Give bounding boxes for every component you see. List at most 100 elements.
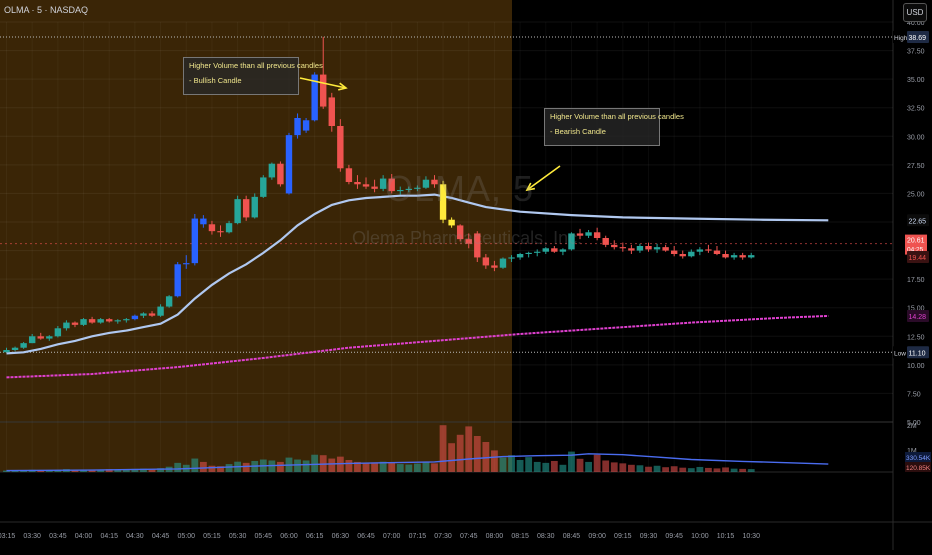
time-tick: 07:00 xyxy=(383,533,401,540)
volume-bar xyxy=(722,467,729,472)
time-tick: 09:30 xyxy=(640,533,658,540)
volume-bar xyxy=(662,467,670,472)
candle-body xyxy=(474,233,481,258)
time-tick: 05:30 xyxy=(229,533,247,540)
candle-body xyxy=(422,179,430,188)
candle-body xyxy=(63,322,70,329)
candle-body xyxy=(80,319,87,325)
candle-body xyxy=(208,224,216,232)
ma-slow-badge-value: 14.28 xyxy=(909,314,927,321)
time-tick: 05:00 xyxy=(177,533,195,540)
price-tick: 30.00 xyxy=(907,134,925,141)
volume-bar xyxy=(242,462,250,472)
candle-body xyxy=(337,126,344,169)
volume-bar xyxy=(396,464,404,472)
time-tick: 06:15 xyxy=(306,533,324,540)
annotation-bearish[interactable]: Higher Volume than all previous candles … xyxy=(544,108,684,146)
candle-body xyxy=(362,184,370,187)
candle-body xyxy=(534,251,541,253)
volume-bar xyxy=(456,434,464,472)
empty-pane xyxy=(0,472,893,522)
candle-body xyxy=(328,97,335,126)
price-tick: 12.50 xyxy=(907,334,925,341)
volume-bar xyxy=(568,451,575,472)
volume-bar xyxy=(37,470,45,472)
annotation-bullish-label: - Bullish Candle xyxy=(189,76,242,85)
ticker-title[interactable]: OLMA · 5 · NASDAQ xyxy=(4,5,89,15)
price-tick: 7.50 xyxy=(907,391,921,398)
candle-body xyxy=(679,254,686,257)
price-tick: 25.00 xyxy=(907,191,925,198)
candle-body xyxy=(11,347,19,350)
volume-bar xyxy=(516,460,524,472)
volume-bar xyxy=(550,460,558,472)
candle-body xyxy=(97,319,104,323)
candle-body xyxy=(705,249,712,251)
candle-body xyxy=(516,254,524,258)
time-tick: 03:30 xyxy=(23,533,41,540)
volume-bar xyxy=(730,468,738,472)
price-tick: 32.50 xyxy=(907,106,925,113)
volume-bar xyxy=(508,455,515,472)
volume-bar xyxy=(148,469,156,472)
slow-moving-average xyxy=(6,314,829,379)
candle-body xyxy=(268,163,276,178)
volume-bar xyxy=(739,468,747,472)
volume-bar xyxy=(636,465,644,472)
volume-bar xyxy=(328,458,336,472)
candle-body xyxy=(748,255,755,258)
volume-bar xyxy=(3,470,10,472)
candle-body xyxy=(277,163,284,185)
candle-body xyxy=(242,199,250,218)
time-tick: 04:30 xyxy=(126,533,144,540)
candle-body xyxy=(645,246,652,250)
candle-body xyxy=(397,190,404,192)
time-tick: 08:30 xyxy=(537,533,555,540)
candle-body xyxy=(148,313,156,316)
price-tick: 27.50 xyxy=(907,163,925,170)
candle-body xyxy=(722,254,729,258)
volume-tick-1m: 1M xyxy=(907,448,917,455)
candle-body xyxy=(371,186,378,189)
volume-bar xyxy=(491,450,498,472)
candle-body xyxy=(251,196,258,218)
volume-bar xyxy=(670,466,678,472)
volume-bar xyxy=(131,468,139,472)
volume-bar xyxy=(217,466,224,472)
candle-body xyxy=(551,248,558,252)
time-tick: 04:00 xyxy=(75,533,93,540)
ma-slow-badge-bg xyxy=(907,309,929,322)
volume-bar xyxy=(114,469,122,472)
candle-body xyxy=(431,179,438,185)
candle-body xyxy=(739,255,746,258)
bearish-arrow xyxy=(526,165,561,191)
candle-body xyxy=(414,187,421,189)
volume-bar xyxy=(80,470,87,472)
volume-bar xyxy=(140,468,147,472)
price-tick: 40.00 xyxy=(907,20,925,27)
volume-bar xyxy=(345,460,353,472)
time-tick: 03:45 xyxy=(49,533,67,540)
volume-bar xyxy=(225,464,233,472)
candle-body xyxy=(499,258,507,268)
volume-bar xyxy=(448,443,456,472)
volume-bar xyxy=(559,464,567,472)
low-badge-bg xyxy=(907,346,929,359)
annotation-bullish[interactable]: Higher Volume than all previous candles … xyxy=(183,57,323,95)
candle-body xyxy=(491,265,498,268)
volume-bar xyxy=(311,454,319,472)
candle-body xyxy=(568,233,575,250)
volume-bar xyxy=(696,466,704,472)
time-tick: 04:45 xyxy=(152,533,170,540)
currency-button[interactable]: USD xyxy=(903,3,927,22)
ma-fast-badge-value: 22.65 xyxy=(909,218,927,225)
volume-bar xyxy=(208,465,216,472)
low-badge-label-bg xyxy=(893,346,906,359)
candle-body xyxy=(730,255,738,258)
candle-body xyxy=(225,223,233,233)
high-badge-label: High xyxy=(894,35,908,42)
bearish-arrow-head xyxy=(525,182,536,192)
candle-body xyxy=(285,135,293,194)
